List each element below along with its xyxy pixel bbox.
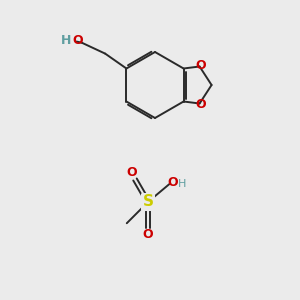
Text: H: H xyxy=(178,179,187,189)
Text: S: S xyxy=(142,194,154,209)
Text: O: O xyxy=(72,34,83,47)
Text: O: O xyxy=(195,98,206,111)
Text: H: H xyxy=(61,34,72,47)
Text: O: O xyxy=(195,59,206,72)
Text: O: O xyxy=(143,229,153,242)
Text: O: O xyxy=(127,166,137,179)
Text: O: O xyxy=(167,176,178,188)
